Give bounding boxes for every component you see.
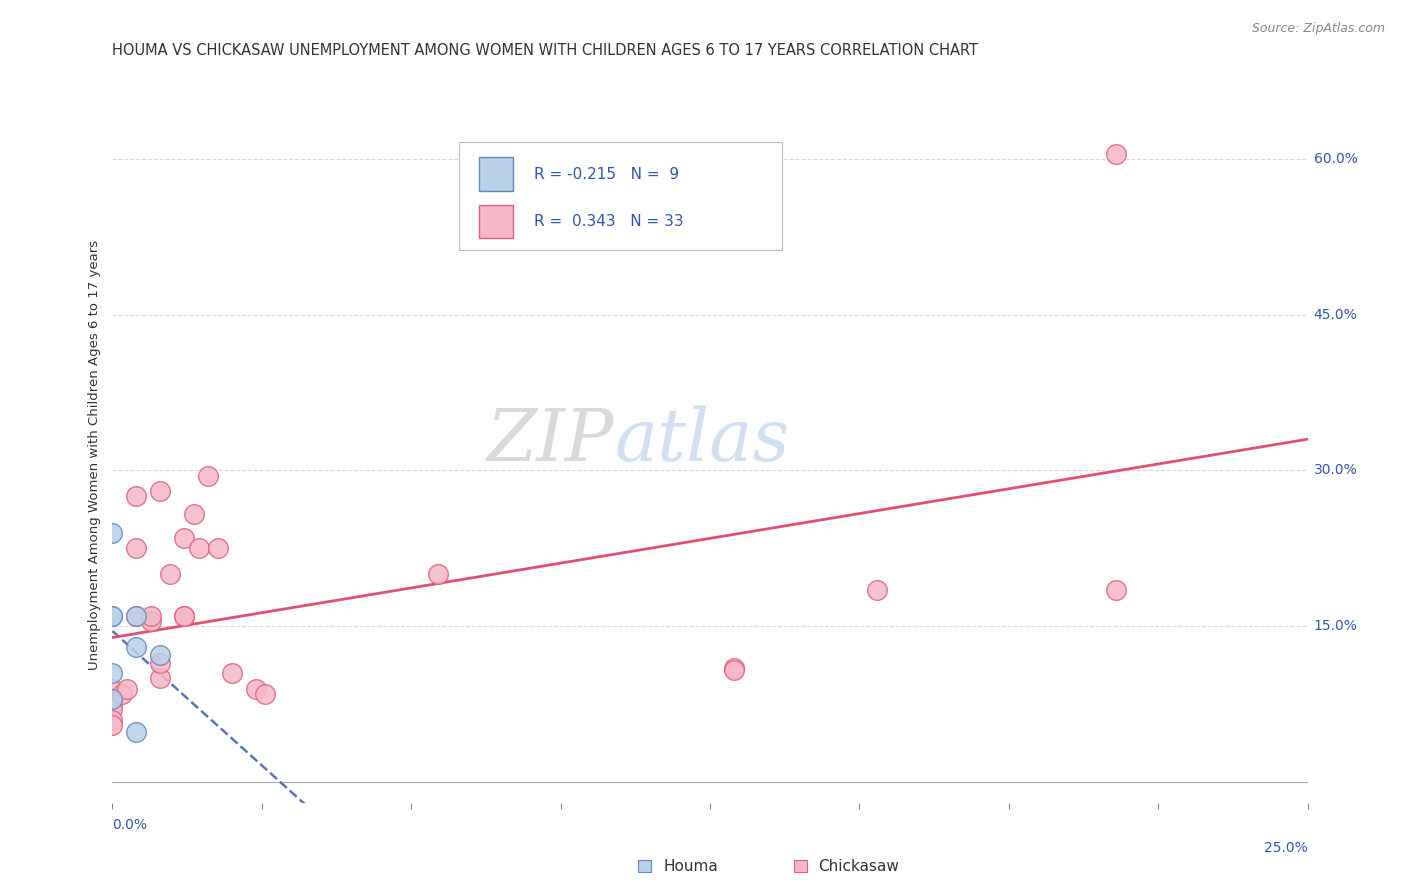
Point <box>149 671 172 685</box>
FancyBboxPatch shape <box>638 860 651 872</box>
Point <box>125 541 148 556</box>
Point <box>426 567 449 582</box>
FancyBboxPatch shape <box>793 860 807 872</box>
Point <box>723 663 745 677</box>
Text: Source: ZipAtlas.com: Source: ZipAtlas.com <box>1251 22 1385 36</box>
Point <box>125 725 148 739</box>
Text: 25.0%: 25.0% <box>1264 841 1308 855</box>
Point <box>101 713 124 727</box>
Text: R = -0.215   N =  9: R = -0.215 N = 9 <box>534 167 679 181</box>
Point <box>173 608 195 623</box>
Point <box>125 608 148 623</box>
Point <box>866 582 889 597</box>
Point <box>723 661 745 675</box>
FancyBboxPatch shape <box>479 205 513 238</box>
Point <box>149 656 172 670</box>
Text: HOUMA VS CHICKASAW UNEMPLOYMENT AMONG WOMEN WITH CHILDREN AGES 6 TO 17 YEARS COR: HOUMA VS CHICKASAW UNEMPLOYMENT AMONG WO… <box>112 43 979 58</box>
Point <box>183 507 205 521</box>
Point <box>101 665 124 680</box>
Point <box>125 608 148 623</box>
Point <box>159 567 181 582</box>
Text: 30.0%: 30.0% <box>1313 464 1357 477</box>
Point <box>1105 146 1128 161</box>
FancyBboxPatch shape <box>458 142 782 250</box>
FancyBboxPatch shape <box>479 157 513 191</box>
Point <box>149 484 172 499</box>
Point <box>139 608 162 623</box>
Point <box>197 468 219 483</box>
Text: 15.0%: 15.0% <box>1313 619 1357 633</box>
Point <box>139 614 162 628</box>
Point <box>125 490 148 504</box>
Text: atlas: atlas <box>614 406 790 476</box>
Point <box>101 697 124 711</box>
Y-axis label: Unemployment Among Women with Children Ages 6 to 17 years: Unemployment Among Women with Children A… <box>89 240 101 670</box>
Point <box>101 608 124 623</box>
Point <box>254 687 277 701</box>
Text: 60.0%: 60.0% <box>1313 152 1357 166</box>
Point <box>101 608 124 623</box>
Text: 45.0%: 45.0% <box>1313 308 1357 322</box>
Text: 0.0%: 0.0% <box>112 818 148 832</box>
Point <box>173 608 195 623</box>
Point <box>101 702 124 716</box>
Point <box>207 541 229 556</box>
Text: Chickasaw: Chickasaw <box>818 859 900 873</box>
Point <box>149 648 172 663</box>
Text: Houma: Houma <box>664 859 718 873</box>
Point <box>111 687 134 701</box>
Point <box>101 718 124 732</box>
Point <box>187 541 209 556</box>
Point <box>101 681 124 696</box>
Text: ZIP: ZIP <box>486 406 614 476</box>
Text: R =  0.343   N = 33: R = 0.343 N = 33 <box>534 214 683 229</box>
Point <box>173 531 195 545</box>
Point <box>101 692 124 706</box>
Point <box>1105 582 1128 597</box>
Point <box>125 640 148 654</box>
Point <box>221 665 243 680</box>
Point <box>245 681 267 696</box>
Point <box>101 525 124 540</box>
Point <box>115 681 138 696</box>
Point <box>101 692 124 706</box>
